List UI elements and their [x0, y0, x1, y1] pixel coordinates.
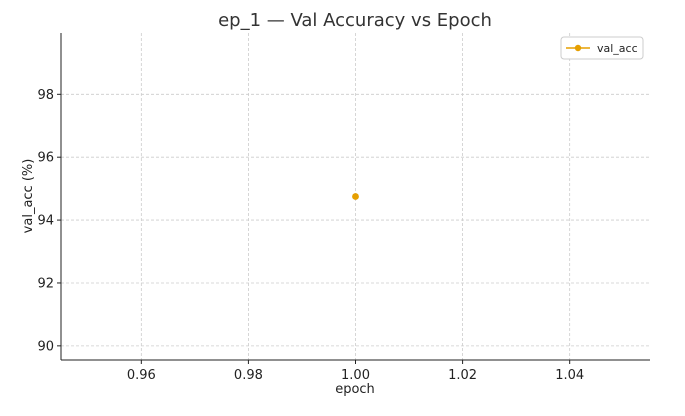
- y-tick-label-3: 96: [37, 151, 54, 166]
- x-tick-label-2: 1.00: [341, 368, 370, 383]
- legend: val_acc: [560, 36, 644, 60]
- legend-box: [560, 36, 644, 60]
- y-tick-label-2: 94: [37, 214, 54, 229]
- x-tick-label-3: 1.02: [448, 368, 477, 383]
- grid: [61, 33, 650, 360]
- legend-series-marker: [574, 44, 582, 52]
- legend-series-label: val_acc: [597, 42, 638, 55]
- y-tick-label-4: 98: [37, 88, 54, 103]
- y-tick-label-0: 90: [37, 339, 54, 354]
- data-point-val_acc-0: [352, 193, 359, 200]
- y-tick-label-1: 92: [37, 276, 54, 291]
- x-tick-label-4: 1.04: [555, 368, 584, 383]
- data-points: [352, 193, 359, 200]
- x-axis-title: epoch: [335, 382, 375, 397]
- ticks: 0.96 0.98 1.00 1.02 1.04 90 92 94 96 98: [37, 88, 584, 383]
- x-tick-label-0: 0.96: [127, 368, 156, 383]
- x-tick-label-1: 0.98: [234, 368, 263, 383]
- y-axis-title: val_acc (%): [21, 159, 36, 234]
- chart-title: ep_1 — Val Accuracy vs Epoch: [218, 10, 492, 31]
